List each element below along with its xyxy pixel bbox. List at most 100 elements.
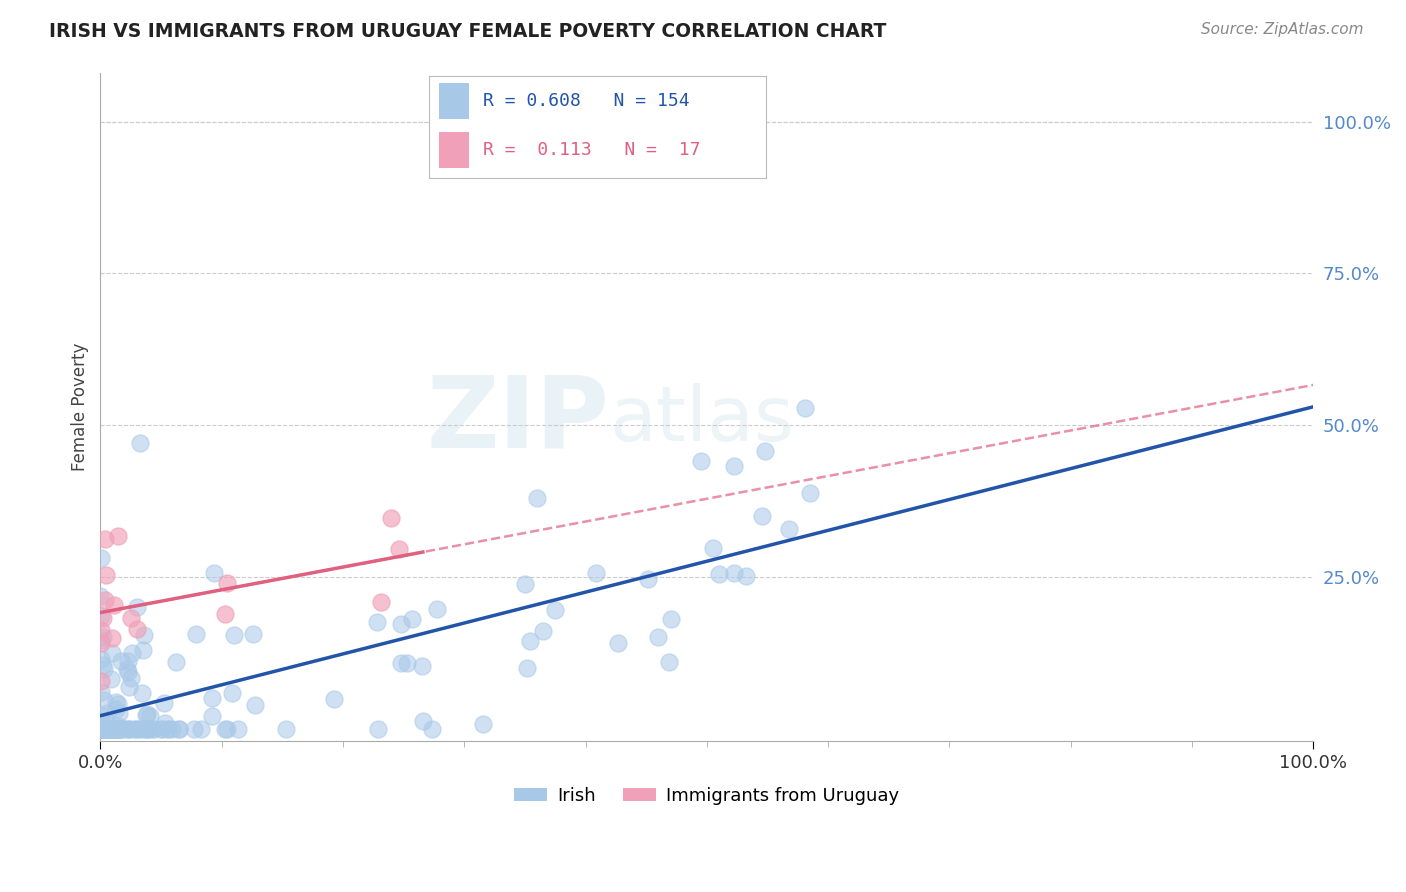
FancyBboxPatch shape (439, 132, 470, 168)
Point (794, 401, 817, 416)
FancyBboxPatch shape (439, 83, 470, 119)
Point (97, 722, 120, 736)
Point (96, 722, 118, 736)
Point (734, 569, 756, 583)
Point (98, 722, 121, 736)
Point (702, 541, 724, 555)
Text: R = 0.608   N = 154: R = 0.608 N = 154 (482, 93, 689, 111)
Point (118, 722, 141, 736)
Point (276, 722, 298, 736)
Point (121, 646, 143, 660)
Point (184, 627, 207, 641)
Point (104, 722, 127, 736)
Point (93, 662, 115, 676)
Point (129, 435, 152, 450)
Point (132, 643, 155, 657)
Point (90, 608, 112, 623)
Point (519, 634, 541, 648)
Point (101, 722, 124, 736)
Point (112, 722, 135, 736)
Point (90, 624, 112, 638)
Point (115, 662, 138, 676)
Point (105, 722, 128, 736)
Text: R =  0.113   N =  17: R = 0.113 N = 17 (482, 141, 700, 159)
Point (135, 708, 157, 723)
Point (89, 722, 111, 736)
Point (93, 658, 115, 673)
Y-axis label: Female Poverty: Female Poverty (72, 343, 89, 471)
Point (135, 706, 157, 721)
Point (93, 722, 115, 736)
Point (778, 522, 800, 536)
Text: IRISH VS IMMIGRANTS FROM URUGUAY FEMALE POVERTY CORRELATION CHART: IRISH VS IMMIGRANTS FROM URUGUAY FEMALE … (49, 22, 887, 41)
Point (723, 459, 745, 474)
Point (647, 630, 669, 644)
Point (120, 671, 142, 685)
Point (799, 486, 821, 500)
Point (108, 721, 131, 735)
Point (94, 722, 117, 736)
Point (124, 722, 146, 736)
Point (118, 680, 141, 694)
Point (412, 714, 434, 728)
Point (204, 566, 226, 580)
Point (90, 708, 112, 723)
Point (90, 722, 112, 736)
Point (124, 722, 146, 736)
Point (91, 611, 114, 625)
Point (754, 443, 776, 458)
Point (98, 722, 121, 736)
Point (94, 722, 117, 736)
Point (370, 595, 392, 609)
Point (217, 722, 239, 736)
Point (544, 603, 567, 617)
Point (322, 691, 344, 706)
Point (96, 722, 118, 736)
Point (98, 722, 121, 736)
Point (127, 622, 149, 636)
Point (104, 722, 127, 736)
Point (93, 722, 115, 736)
Point (97, 722, 120, 736)
Point (388, 542, 411, 557)
Point (132, 628, 155, 642)
Text: atlas: atlas (610, 384, 794, 458)
Point (751, 508, 773, 523)
Point (105, 702, 128, 716)
Point (150, 722, 173, 736)
Point (157, 722, 180, 736)
Point (105, 722, 128, 736)
Point (90, 722, 112, 736)
Point (101, 722, 124, 736)
Point (94, 567, 117, 582)
Point (637, 573, 659, 587)
Point (389, 616, 412, 631)
Point (136, 722, 159, 736)
Point (118, 722, 141, 736)
Point (101, 722, 124, 736)
Point (526, 491, 548, 506)
Point (242, 626, 264, 640)
Point (110, 654, 132, 668)
Point (89, 590, 111, 604)
Point (108, 722, 131, 736)
Point (90, 715, 112, 730)
Point (107, 697, 129, 711)
Point (707, 567, 730, 582)
Point (91, 722, 114, 736)
Point (107, 529, 129, 543)
Point (160, 722, 183, 736)
Point (169, 722, 191, 736)
Point (659, 612, 682, 626)
Point (166, 655, 188, 669)
Point (103, 599, 125, 613)
Point (183, 722, 205, 736)
Point (607, 636, 630, 650)
Point (226, 722, 249, 736)
Point (243, 698, 266, 713)
Point (90, 722, 112, 736)
Legend: Irish, Immigrants from Uruguay: Irish, Immigrants from Uruguay (506, 780, 907, 813)
Point (96, 722, 118, 736)
Point (214, 722, 236, 736)
Point (90, 636, 112, 650)
